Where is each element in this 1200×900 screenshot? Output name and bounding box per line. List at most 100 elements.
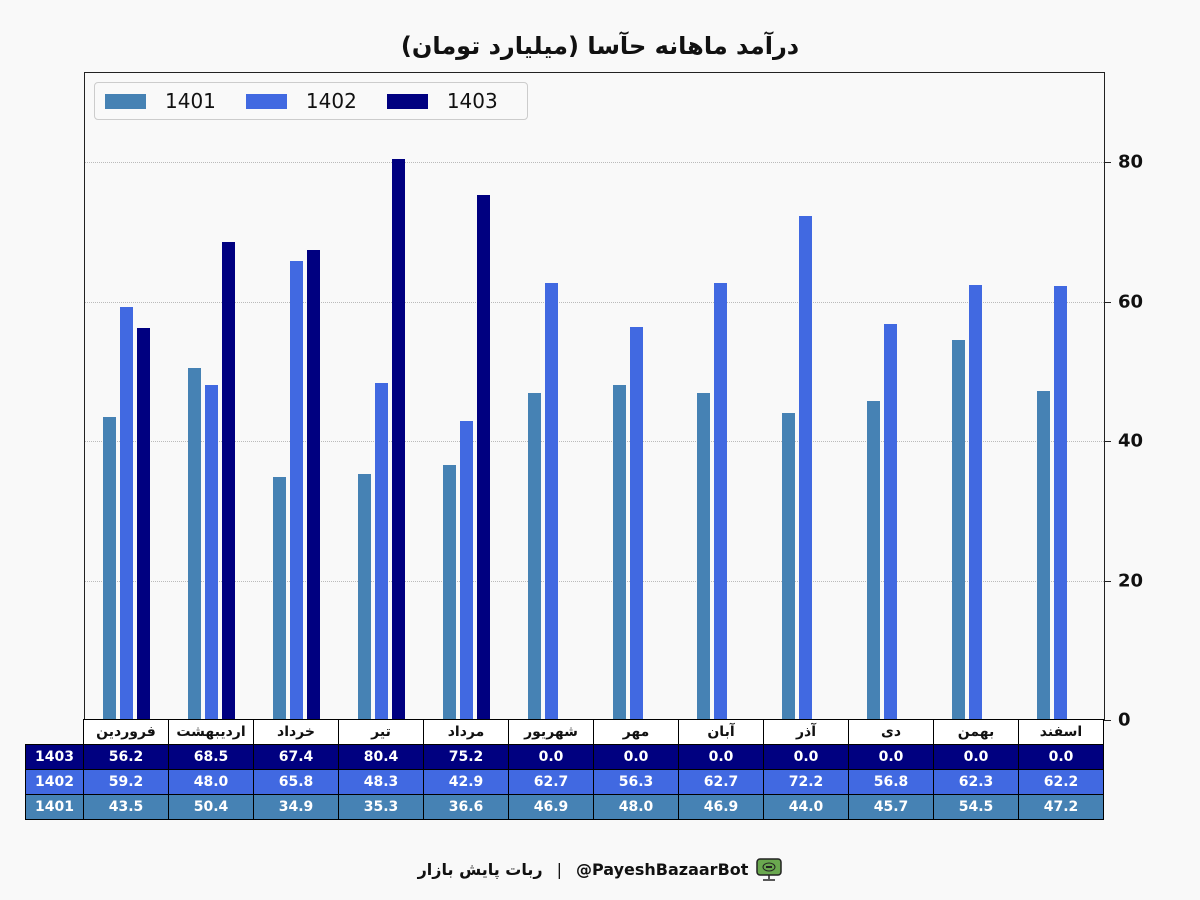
table-cell: 62.7: [678, 769, 764, 795]
table-cell: 48.0: [593, 794, 679, 820]
table-cell: 47.2: [1018, 794, 1104, 820]
bar-1401: [103, 416, 116, 720]
table-row: 1403 56.2 68.5 67.4 80.4 75.2 0.0 0.0 0.0 0.0 0.0 0…: [25, 744, 1104, 770]
table-cell: 50.4: [168, 794, 254, 820]
bar-1402: [459, 420, 473, 720]
table-cell: 44.0: [763, 794, 849, 820]
table-row: 1401 43.5 50.4 34.9 35.3 36.6 46.9 48.0 46.9 44.0…: [25, 794, 1104, 820]
table-cell: 43.5: [83, 794, 169, 820]
bar-1403: [137, 328, 150, 720]
table-cell: 56.2: [83, 744, 169, 770]
bar-1402: [714, 282, 728, 720]
bar-1402: [884, 323, 898, 720]
y-tick: [1104, 441, 1111, 442]
y-tick-label: 0: [1118, 709, 1131, 731]
monitor-bot-icon: [756, 858, 783, 881]
table-cell: 45.7: [848, 794, 934, 820]
footer-separator: |: [556, 859, 562, 879]
bar-1403: [391, 159, 405, 720]
table-cell: 72.2: [763, 769, 849, 795]
bar-1402: [799, 216, 813, 720]
bar-1401: [697, 392, 711, 720]
footer-bot-name: ربات پایش بازار: [417, 859, 543, 879]
table-cell: 62.2: [1018, 769, 1104, 795]
legend-item-1402: 1402: [245, 89, 357, 113]
table-cell: 56.3: [593, 769, 679, 795]
legend-swatch: [386, 93, 428, 109]
bar-1401: [782, 413, 796, 720]
legend-swatch: [245, 93, 287, 109]
table-cell: 56.8: [848, 769, 934, 795]
table-cell: 0.0: [933, 744, 1019, 770]
legend-label: 1403: [446, 89, 498, 113]
y-tick: [1104, 580, 1111, 582]
table-row-label: 1403: [25, 744, 84, 770]
plot-area: [84, 72, 1105, 721]
table-cell: 48.0: [168, 769, 254, 795]
table-row: 1402 59.2 48.0 65.8 48.3 42.9 62.7 56.3 62.7 72.2…: [25, 769, 1104, 795]
table-month-header: دی: [848, 719, 934, 745]
chart-title: درآمد ماهانه حآسا (میلیارد تومان): [400, 32, 800, 60]
legend-swatch: [105, 93, 146, 109]
table-month-header: اسفند: [1018, 719, 1104, 745]
y-tick: [1104, 720, 1111, 721]
footer: ربات پایش بازار | @PayeshBazaarBot: [0, 858, 1200, 881]
data-table: فروردین اردیبهشت خرداد تیر مرداد شهریور مهر آبا…: [25, 719, 1104, 820]
table-cell: 67.4: [253, 744, 339, 770]
table-row-label: 1402: [25, 769, 84, 795]
gridline: [85, 301, 1104, 303]
table-cell: 62.3: [933, 769, 1019, 795]
legend-label: 1401: [165, 89, 216, 113]
table-month-header: بهمن: [933, 719, 1019, 745]
bar-1402: [374, 383, 388, 720]
bar-1401: [442, 464, 456, 720]
table-cell: 0.0: [508, 744, 594, 770]
legend-item-1401: 1401: [105, 89, 216, 113]
table-month-header: شهریور: [508, 719, 594, 745]
table-cell: 0.0: [1018, 744, 1104, 770]
legend: 1401 1402 1403: [94, 82, 528, 120]
table-cell: 59.2: [83, 769, 169, 795]
table-cell: 68.5: [168, 744, 254, 770]
bar-1402: [289, 261, 303, 720]
table-cell: 34.9: [253, 794, 339, 820]
bar-1401: [612, 385, 626, 720]
table-month-header: فروردین: [83, 719, 169, 745]
bar-1401: [527, 392, 541, 720]
gridline: [85, 162, 1104, 163]
table-cell: 0.0: [678, 744, 764, 770]
table-month-header: اردیبهشت: [168, 719, 254, 745]
table-cell: 0.0: [848, 744, 934, 770]
legend-label: 1402: [305, 89, 357, 113]
gridline: [85, 441, 1104, 442]
bar-1403: [306, 249, 320, 720]
table-month-header: مهر: [593, 719, 679, 745]
table-row-label: 1401: [25, 794, 84, 820]
table-month-header: آذر: [763, 719, 849, 745]
table-header-row: فروردین اردیبهشت خرداد تیر مرداد شهریور مهر آبا…: [26, 719, 1104, 745]
table-cell: 36.6: [423, 794, 509, 820]
bar-1402: [120, 307, 133, 720]
table-cell: 46.9: [508, 794, 594, 820]
table-cell: 0.0: [593, 744, 679, 770]
y-tick-label: 40: [1118, 430, 1144, 452]
table-cell: 54.5: [933, 794, 1019, 820]
table-month-header: تیر: [338, 719, 424, 745]
bar-1401: [867, 401, 881, 720]
bar-1401: [952, 339, 966, 720]
y-tick: [1104, 162, 1111, 163]
y-tick-label: 80: [1118, 151, 1144, 173]
bar-1403: [221, 242, 235, 720]
table-cell: 62.7: [508, 769, 594, 795]
table-cell: 0.0: [763, 744, 849, 770]
bar-1402: [969, 285, 983, 720]
bar-1402: [544, 282, 558, 720]
table-month-header: آبان: [678, 719, 764, 745]
footer-handle: @PayeshBazaarBot: [575, 859, 749, 879]
bar-1403: [476, 195, 490, 720]
table-cell: 65.8: [253, 769, 339, 795]
table-cell: 42.9: [423, 769, 509, 795]
bar-1401: [357, 473, 371, 720]
bar-1401: [187, 368, 201, 720]
table-month-header: مرداد: [423, 719, 509, 745]
